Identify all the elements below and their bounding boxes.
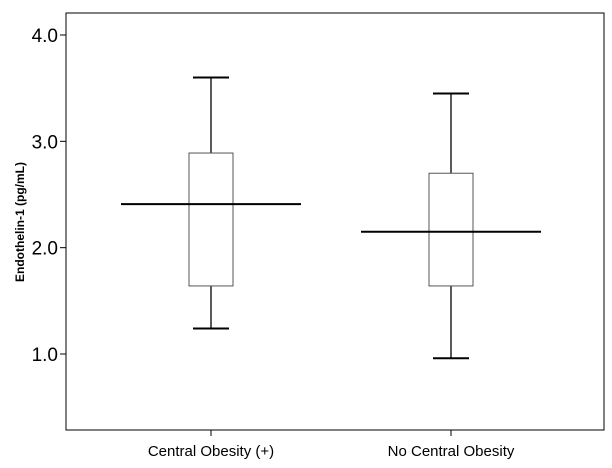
y-tick-label: 3.0 (32, 132, 58, 153)
box-group (361, 92, 541, 360)
iqr-box (188, 152, 234, 287)
y-tick-label: 4.0 (32, 26, 58, 47)
iqr-box (428, 172, 474, 287)
plot-frame (65, 12, 605, 431)
y-axis-title: Endothelin-1 (pg/mL) (13, 162, 27, 282)
boxes-layer (121, 76, 541, 360)
y-tick-label: 1.0 (32, 345, 58, 366)
y-tick-label: 2.0 (32, 239, 58, 260)
x-category-label: Central Obesity (+) (148, 443, 274, 460)
y-axis: 1.0 2.0 3.0 4.0 (32, 26, 66, 366)
x-category-label: No Central Obesity (388, 443, 515, 460)
x-axis: Central Obesity (+) No Central Obesity (148, 430, 515, 460)
box-group (121, 76, 301, 330)
